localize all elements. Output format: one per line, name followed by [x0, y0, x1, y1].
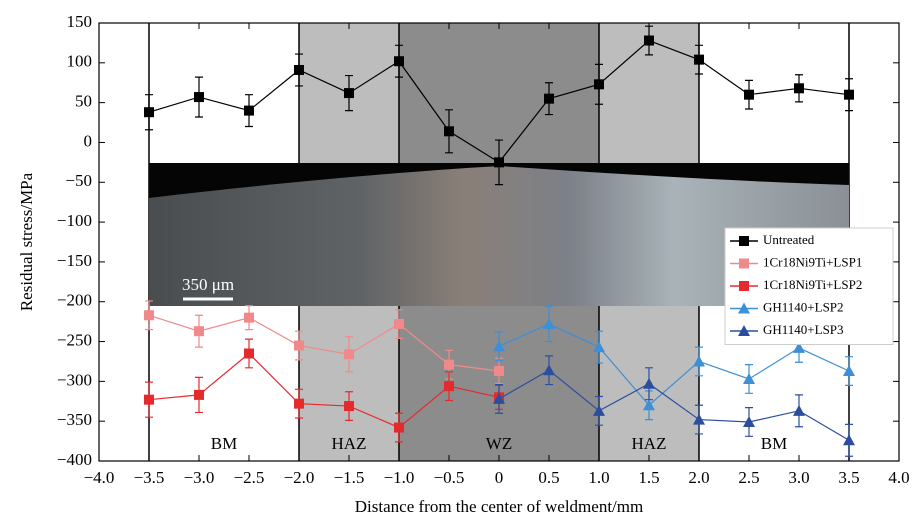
- x-tick-label: 4.0: [888, 468, 909, 487]
- marker: [194, 92, 204, 102]
- marker: [144, 310, 154, 320]
- x-tick-label: −1.0: [384, 468, 415, 487]
- y-tick-label: 150: [67, 12, 93, 31]
- marker: [494, 366, 504, 376]
- x-tick-label: 2.0: [688, 468, 709, 487]
- marker: [344, 88, 354, 98]
- region-label: BM: [761, 434, 787, 453]
- x-tick-label: −4.0: [84, 468, 115, 487]
- x-tick-label: −2.0: [284, 468, 315, 487]
- marker: [394, 56, 404, 66]
- x-tick-label: 0.5: [538, 468, 559, 487]
- x-tick-label: 0: [495, 468, 504, 487]
- marker: [344, 349, 354, 359]
- marker: [144, 395, 154, 405]
- region-label: BM: [211, 434, 237, 453]
- marker: [844, 90, 854, 100]
- y-tick-label: −150: [57, 251, 92, 270]
- x-tick-label: 1.0: [588, 468, 609, 487]
- marker: [294, 341, 304, 351]
- x-tick-label: −3.5: [134, 468, 165, 487]
- scale-bar-label: 350 μm: [182, 275, 234, 294]
- legend-label: GH1140+LSP2: [763, 299, 844, 314]
- region-label: HAZ: [632, 434, 667, 453]
- marker: [144, 107, 154, 117]
- marker: [644, 36, 654, 46]
- y-tick-label: 100: [67, 52, 93, 71]
- marker: [394, 319, 404, 329]
- legend-label: GH1140+LSP3: [763, 322, 844, 337]
- legend: Untreated 1Cr18Ni9Ti+LSP1 1Cr18Ni9Ti+LSP2 G…: [725, 228, 893, 345]
- x-tick-label: 2.5: [738, 468, 759, 487]
- y-tick-label: −100: [57, 211, 92, 230]
- x-tick-label: −3.0: [184, 468, 215, 487]
- marker: [444, 381, 454, 391]
- y-tick-label: −400: [57, 450, 92, 469]
- y-tick-label: −300: [57, 370, 92, 389]
- y-tick-label: −50: [65, 171, 92, 190]
- marker: [194, 326, 204, 336]
- marker: [244, 313, 254, 323]
- marker: [739, 236, 749, 246]
- legend-label: 1Cr18Ni9Ti+LSP1: [763, 254, 862, 269]
- x-tick-label: 3.5: [838, 468, 859, 487]
- x-tick-label: 1.5: [638, 468, 659, 487]
- x-tick-label: −2.5: [234, 468, 265, 487]
- marker: [594, 79, 604, 89]
- marker: [394, 423, 404, 433]
- y-axis-title: Residual stress/MPa: [17, 172, 36, 311]
- y-tick-label: 50: [75, 92, 92, 111]
- marker: [244, 106, 254, 116]
- y-tick-label: −200: [57, 291, 92, 310]
- marker: [544, 94, 554, 104]
- region-label: WZ: [486, 434, 512, 453]
- marker: [739, 281, 749, 291]
- marker: [739, 259, 749, 269]
- legend-label: Untreated: [763, 232, 815, 247]
- marker: [694, 55, 704, 65]
- marker: [194, 390, 204, 400]
- marker: [744, 90, 754, 100]
- marker: [794, 83, 804, 93]
- marker: [294, 399, 304, 409]
- region-label: HAZ: [332, 434, 367, 453]
- x-axis-title: Distance from the center of weldment/mm: [355, 497, 643, 516]
- chart: Residual stress/MPa Distance from the ce…: [0, 0, 913, 521]
- marker: [494, 157, 504, 167]
- y-tick-label: −250: [57, 330, 92, 349]
- marker: [294, 65, 304, 75]
- y-tick-label: 0: [84, 131, 93, 150]
- x-tick-label: 3.0: [788, 468, 809, 487]
- x-tick-label: −1.5: [334, 468, 365, 487]
- y-tick-label: −350: [57, 410, 92, 429]
- x-tick-label: −0.5: [434, 468, 465, 487]
- marker: [344, 401, 354, 411]
- marker: [444, 360, 454, 370]
- marker: [244, 348, 254, 358]
- marker: [444, 126, 454, 136]
- legend-label: 1Cr18Ni9Ti+LSP2: [763, 277, 862, 292]
